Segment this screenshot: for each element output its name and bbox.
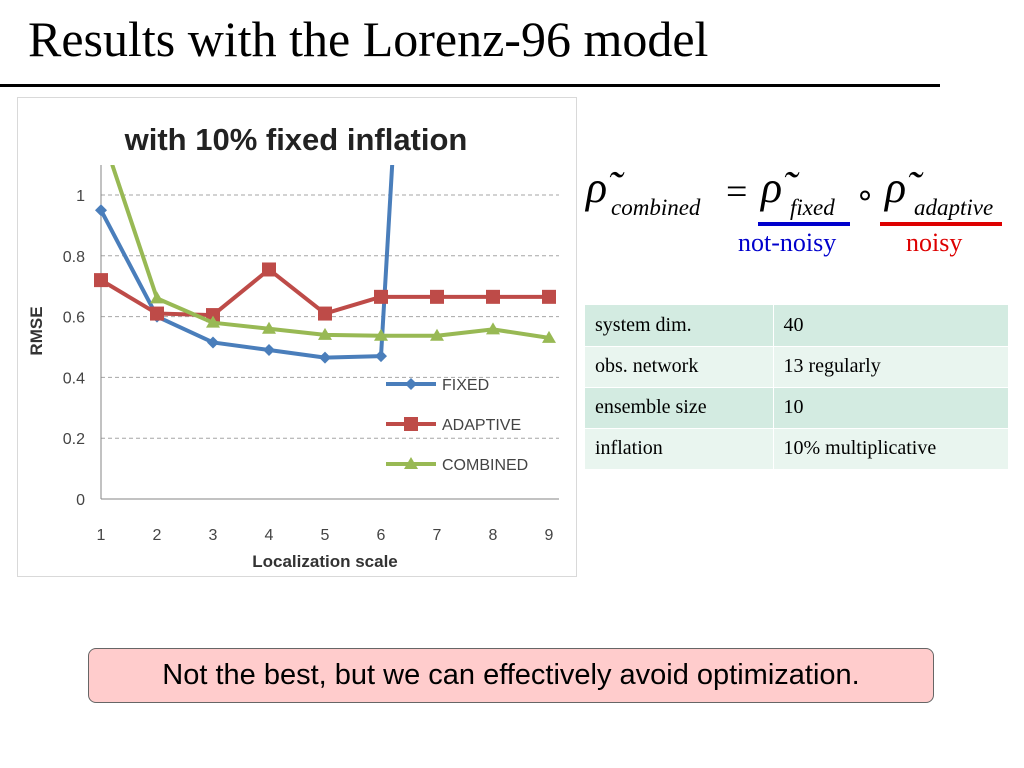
label-noisy: noisy: [906, 228, 963, 257]
rmse-chart-svg: with 10% fixed inflation 0 0.2 0.4 0.6 0.8 1 1…: [27, 122, 559, 571]
param-key: ensemble size: [585, 387, 774, 429]
table-row: ensemble size 10: [585, 387, 1008, 429]
data-point-combined: [486, 322, 500, 335]
formula-sub-combined: combined: [611, 195, 701, 220]
formula-sub-fixed: fixed: [790, 195, 835, 220]
x-tick-label: 2: [153, 527, 162, 544]
slide-title: Results with the Lorenz-96 model: [28, 11, 709, 67]
legend-marker-fixed: [405, 378, 417, 390]
chart-title: with 10% fixed inflation: [124, 122, 468, 157]
param-value: 13 regularly: [773, 346, 1008, 388]
data-point-adaptive: [262, 262, 276, 277]
x-axis-label: Localization scale: [252, 552, 398, 571]
conclusion-callout: Not the best, but we can effectively avo…: [88, 648, 934, 703]
x-tick-label: 8: [489, 527, 498, 544]
param-key: inflation: [585, 428, 774, 470]
y-tick-label: 1: [76, 188, 85, 205]
table-row: inflation 10% multiplicative: [585, 428, 1008, 470]
data-point-adaptive: [318, 306, 332, 321]
data-point-adaptive: [542, 289, 556, 304]
chart-legend: FIXED ADAPTIVE COMBINED: [386, 377, 528, 474]
x-tick-label: 4: [265, 527, 274, 544]
x-tick-label: 6: [377, 527, 386, 544]
data-point-adaptive: [206, 308, 220, 323]
x-tick-label: 7: [433, 527, 442, 544]
data-point-combined: [150, 291, 164, 304]
data-point-fixed: [319, 351, 331, 364]
formula-equals: =: [726, 171, 747, 213]
data-point-adaptive: [150, 306, 164, 321]
legend-label-combined: COMBINED: [442, 457, 528, 474]
chart-axes: 0 0.2 0.4 0.6 0.8 1 1 2 3 4 5 6 7 8 9: [63, 165, 559, 544]
table-row: system dim. 40: [585, 305, 1008, 347]
x-tick-label: 1: [97, 527, 106, 544]
y-tick-label: 0: [76, 492, 85, 509]
series-combined: [110, 165, 556, 343]
formula-compose-op: ∘: [855, 177, 875, 213]
param-key: obs. network: [585, 346, 774, 388]
data-point-adaptive: [94, 273, 108, 288]
x-tick-label: 5: [321, 527, 330, 544]
formula: ρ̃ combined = ρ̃ fixed ∘ ρ̃ adaptive: [584, 166, 1002, 226]
data-point-fixed: [263, 344, 275, 357]
data-point-adaptive: [486, 289, 500, 304]
legend-marker-adaptive: [404, 417, 418, 431]
y-axis-label: RMSE: [27, 306, 46, 355]
param-value: 10% multiplicative: [773, 428, 1008, 470]
data-point-combined: [430, 328, 444, 341]
x-tick-label: 9: [545, 527, 554, 544]
data-point-fixed: [207, 336, 219, 349]
data-point-combined: [374, 328, 388, 341]
y-tick-label: 0.6: [63, 310, 85, 327]
y-tick-label: 0.8: [63, 249, 85, 266]
data-point-combined: [542, 330, 556, 343]
parameter-table: system dim. 40 obs. network 13 regularly…: [585, 305, 1008, 470]
formula-sub-adaptive: adaptive: [914, 195, 993, 220]
table-row: obs. network 13 regularly: [585, 346, 1008, 388]
chart-grid: [101, 194, 559, 439]
y-tick-label: 0.4: [63, 370, 85, 387]
data-point-fixed: [375, 350, 387, 363]
legend-label-fixed: FIXED: [442, 377, 489, 394]
y-tick-label: 0.2: [63, 431, 85, 448]
data-point-fixed: [95, 204, 107, 217]
x-tick-label: 3: [209, 527, 218, 544]
legend-label-adaptive: ADAPTIVE: [442, 417, 521, 434]
chart-series: [94, 165, 556, 364]
param-key: system dim.: [585, 305, 774, 347]
title-divider: [0, 84, 940, 87]
rmse-chart: with 10% fixed inflation 0 0.2 0.4 0.6 0.8 1 1…: [17, 97, 577, 577]
data-point-combined: [262, 321, 276, 334]
series-adaptive: [94, 262, 556, 323]
param-value: 10: [773, 387, 1008, 429]
data-point-combined: [206, 315, 220, 328]
data-point-combined: [318, 327, 332, 340]
data-point-adaptive: [374, 289, 388, 304]
data-point-adaptive: [430, 289, 444, 304]
legend-marker-combined: [404, 457, 418, 469]
param-value: 40: [773, 305, 1008, 347]
label-not-noisy: not-noisy: [738, 228, 837, 257]
